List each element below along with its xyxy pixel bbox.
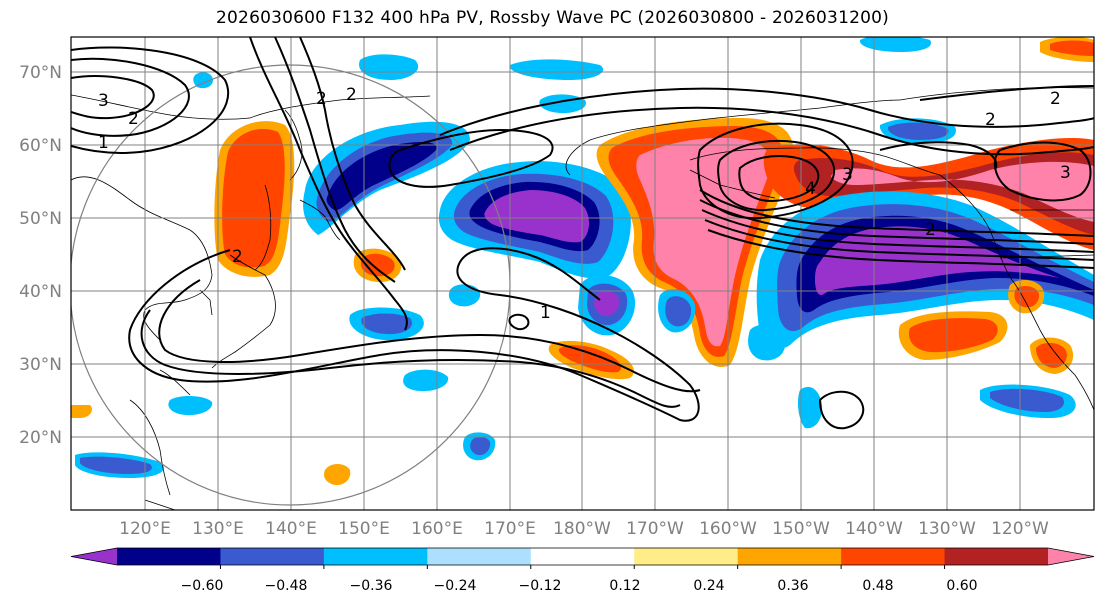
lon-label: 130°W (918, 519, 976, 539)
lon-label: 180°W (553, 519, 611, 539)
contour-label: 2 (925, 220, 936, 240)
lon-label: 160°W (699, 519, 757, 539)
contour-label: 2 (346, 85, 357, 105)
colorbar-tick-label: −0.48 (265, 578, 308, 594)
map-frame (70, 36, 1095, 511)
colorbar-tick-label: 0.60 (946, 578, 977, 594)
latitude-labels: 70°N 60°N 50°N 40°N 30°N 20°N (19, 63, 62, 448)
lat-label: 50°N (19, 209, 62, 229)
contour-label: 2 (985, 110, 996, 130)
contour-label: 3 (1060, 163, 1071, 183)
lat-label: 60°N (19, 136, 62, 156)
lat-label: 30°N (19, 355, 62, 375)
lon-label: 150°W (772, 519, 830, 539)
lat-label: 70°N (19, 63, 62, 83)
contour-label: 3 (842, 165, 853, 185)
lon-label: 170°E (484, 519, 536, 539)
contour-label: 2 (128, 109, 139, 129)
contour-label: 2 (232, 247, 243, 267)
colorbar (70, 547, 1095, 569)
colorbar-tick-label: −0.36 (350, 578, 393, 594)
colorbar-segment (427, 548, 532, 565)
lon-label: 160°E (411, 519, 463, 539)
colorbar-segment (220, 548, 325, 565)
colorbar-segment (841, 548, 946, 565)
colorbar-tick-label: 0.36 (777, 578, 808, 594)
lon-label: 130°E (192, 519, 244, 539)
pv-contours (71, 37, 1094, 430)
colorbar-ticks: −0.60 −0.48 −0.36 −0.24 −0.12 0.12 0.24 … (181, 578, 978, 594)
contour-label: 2 (1050, 89, 1061, 109)
lon-label: 170°W (626, 519, 684, 539)
colorbar-segment (944, 548, 1049, 565)
contour-label: 2 (316, 89, 327, 109)
reference-circle (71, 64, 511, 506)
colorbar-segment (117, 548, 221, 565)
lat-label: 40°N (19, 282, 62, 302)
contour-label: 4 (805, 179, 816, 199)
colorbar-tick-label: −0.24 (434, 578, 477, 594)
colorbar-segment (323, 548, 428, 565)
lon-label: 140°W (845, 519, 903, 539)
pv-anomaly-shading (71, 37, 1094, 486)
colorbar-tick-label: 0.12 (609, 578, 640, 594)
contour-labels: 3 2 1 2 2 2 1 3 4 2 2 2 3 (98, 85, 1071, 323)
colorbar-segment (530, 548, 635, 565)
lon-label: 120°E (119, 519, 171, 539)
lon-label: 140°E (265, 519, 317, 539)
colorbar-extend-high (1048, 548, 1094, 565)
longitude-labels: 120°E 130°E 140°E 150°E 160°E 170°E 180°… (119, 519, 1049, 539)
colorbar-tick-label: 0.24 (693, 578, 724, 594)
contour-label: 3 (98, 91, 109, 111)
coastlines (71, 87, 1094, 510)
colorbar-segment (634, 548, 739, 565)
colorbar-tick-label: −0.60 (181, 578, 224, 594)
lon-label: 150°E (338, 519, 390, 539)
colorbar-outline (70, 547, 1095, 566)
contour-label: 1 (540, 303, 551, 323)
lon-label: 120°W (991, 519, 1049, 539)
contour-label: 1 (98, 133, 109, 153)
colorbar-tick-label: 0.48 (862, 578, 893, 594)
colorbar-segment (737, 548, 842, 565)
colorbar-extend-low (71, 548, 117, 565)
lat-label: 20°N (19, 428, 62, 448)
map-title: 2026030600 F132 400 hPa PV, Rossby Wave … (216, 8, 889, 28)
colorbar-tick-label: −0.12 (519, 578, 562, 594)
